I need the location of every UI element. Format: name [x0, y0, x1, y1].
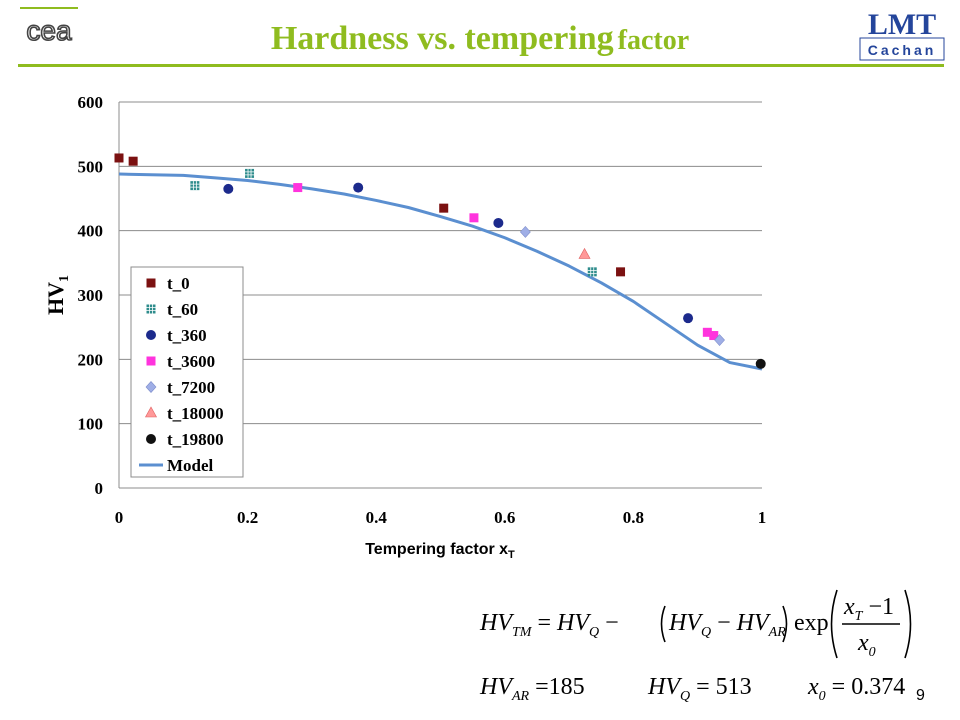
data-point-t-3600 [702, 327, 712, 337]
x-tick-label: 0.2 [237, 508, 258, 527]
data-point-t-0 [114, 153, 124, 163]
data-point-t-360 [223, 183, 234, 194]
legend-swatch [146, 434, 156, 444]
x0-value: 0.374 [851, 674, 905, 700]
y-tick-label: 200 [78, 350, 104, 369]
data-point-t-7200 [519, 226, 531, 238]
x-tick-label: 0.6 [494, 508, 515, 527]
legend-swatch [145, 381, 157, 393]
legend-swatch [146, 304, 156, 314]
data-point-t-0 [128, 156, 138, 166]
legend-label: t_3600 [167, 352, 215, 371]
title-main: Hardness vs. tempering [270, 20, 614, 57]
data-point-t-0 [439, 203, 449, 213]
data-point-t-60 [190, 181, 200, 191]
legend-swatch [146, 330, 156, 340]
y-axis-label-subscript: 1 [57, 275, 72, 282]
data-point-t-3600 [469, 213, 479, 223]
tick-labels: 0 100 200 300 400 500 600 0 0.2 0.4 0.6 0.8 1 [78, 93, 767, 527]
data-point-t-360 [683, 313, 694, 324]
data-point-t-360 [493, 217, 504, 228]
hv-ar-value: 185 [549, 674, 585, 700]
formula-numerator: xT −1 [843, 594, 894, 624]
formula-exp: exp [794, 610, 829, 636]
formula-hv-ar: HVAR =185 [479, 674, 585, 704]
data-point-t-3600 [709, 331, 719, 341]
legend-label: t_60 [167, 300, 198, 319]
data-point-t-3600 [293, 183, 303, 193]
model-formula: HVTM = HVQ − HVQ − HVAR exp xT −1 x0 HVA… [479, 589, 912, 704]
data-point-t-19800 [755, 358, 766, 369]
formula-denominator: x0 [857, 630, 876, 660]
legend-swatch [144, 406, 158, 418]
lmt-cachan-logo: LMT Cachan [859, 8, 945, 61]
legend-label: Model [167, 456, 214, 475]
y-tick-label: 400 [78, 222, 104, 241]
axes [118, 102, 762, 489]
hardness-chart: 0 100 200 300 400 500 600 0 0.2 0.4 0.6 0.8 1 t_0 t_6… [43, 93, 767, 561]
cea-logo-text: cea [26, 15, 72, 46]
data-point-t-0 [616, 267, 626, 277]
x-axis-label: Tempering factor xT [365, 541, 515, 561]
title-small: factor [617, 25, 690, 56]
legend-label: t_19800 [167, 430, 224, 449]
hv-q-value: 513 [716, 674, 752, 700]
y-tick-label: 500 [78, 157, 104, 176]
title-rule [18, 64, 944, 67]
formula-x0: x0 = 0.374 [807, 674, 905, 704]
lmt-logo-subtext: Cachan [868, 42, 937, 58]
data-point-t-7200 [714, 334, 725, 346]
formula-middle: HVQ − HVAR [668, 610, 786, 640]
y-tick-label: 600 [78, 93, 104, 112]
data-point-t-18000 [578, 247, 591, 259]
data-point-t-360 [353, 182, 364, 193]
x-tick-label: 0 [115, 508, 124, 527]
formula-lhs: HVTM = HVQ − [479, 610, 619, 640]
x-tick-label: 1 [758, 508, 767, 527]
slide-title: Hardness vs. tempering factor [0, 20, 960, 58]
data-point-t-60 [245, 168, 255, 178]
data-series [114, 153, 766, 371]
cea-logo: cea [20, 7, 78, 47]
legend: t_0 t_60 t_360 t_3600 t_7200 t_18000 t_19800 Mo… [130, 266, 244, 478]
y-tick-label: 100 [78, 415, 104, 434]
x-tick-label: 0.4 [366, 508, 388, 527]
legend-label: t_18000 [167, 404, 224, 423]
page-number: 9 [916, 687, 925, 704]
x-axis-label-subscript: T [508, 549, 515, 561]
x-tick-label: 0.8 [623, 508, 644, 527]
legend-label: t_7200 [167, 378, 215, 397]
legend-label: t_0 [167, 274, 190, 293]
data-point-t-60 [587, 267, 597, 277]
legend-label: t_360 [167, 326, 207, 345]
legend-swatch [146, 278, 156, 288]
lmt-logo-text: LMT [868, 8, 936, 41]
y-tick-label: 0 [95, 479, 104, 498]
y-axis-label: HV1 [43, 275, 72, 315]
y-tick-label: 300 [78, 286, 104, 305]
legend-swatch [146, 356, 156, 366]
model-line [118, 172, 763, 371]
formula-hv-q: HVQ = 513 [647, 674, 752, 704]
